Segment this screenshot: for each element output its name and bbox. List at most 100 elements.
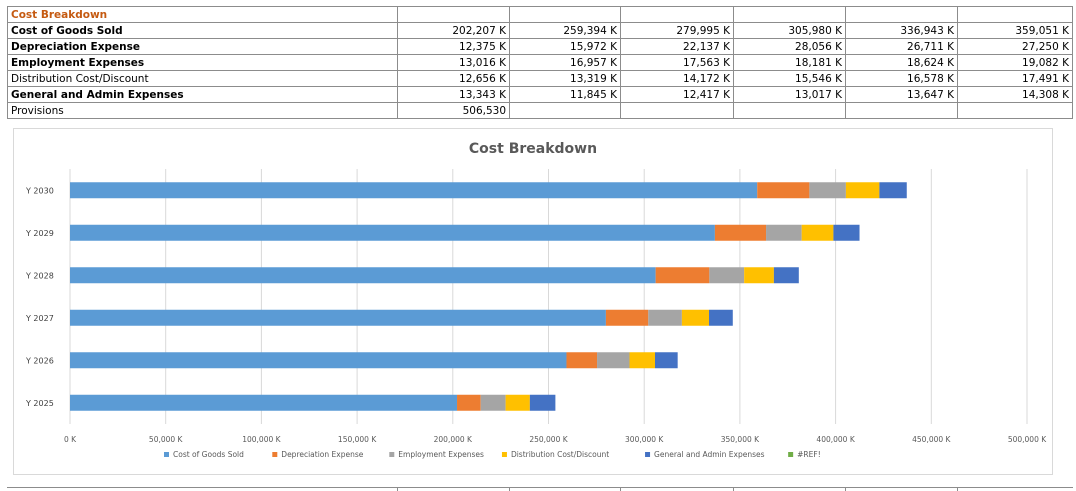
x-tick-label: 300,000 K [625,435,664,444]
value-cell[interactable]: 359,051 K [957,22,1073,39]
value-cell[interactable]: 16,957 K [509,54,621,71]
value-cell[interactable]: 12,656 K [397,70,510,87]
value-cell[interactable] [509,102,621,119]
bar-segment[interactable] [879,182,907,199]
value-cell[interactable]: 26,711 K [845,38,958,55]
value-cell[interactable] [845,102,958,119]
value-cell[interactable] [620,102,734,119]
table-row: General and Admin Expenses 13,343 K 11,845… [7,86,1073,103]
legend-label[interactable]: #REF! [797,450,821,459]
legend-label[interactable]: Cost of Goods Sold [173,450,244,459]
empty-cell[interactable] [397,6,510,23]
bar-segment[interactable] [566,352,598,369]
value-cell[interactable]: 202,207 K [397,22,510,39]
bar-segment[interactable] [597,352,630,369]
stacked-bar-chart: Cost Breakdown 0 K 50,000 K 100,000 K 150,0… [25,141,1047,459]
bar-segment[interactable] [655,267,710,284]
empty-cell[interactable] [957,6,1073,23]
value-cell[interactable]: 13,319 K [509,70,621,87]
table-title[interactable]: Cost Breakdown [7,6,398,23]
row-label[interactable]: Employment Expenses [7,54,398,71]
empty-cell[interactable] [733,6,846,23]
legend-swatch [645,452,651,457]
value-cell[interactable]: 14,308 K [957,86,1073,103]
bar-segment[interactable] [529,394,556,411]
value-cell[interactable]: 28,056 K [733,38,846,55]
bar-segment[interactable] [480,394,506,411]
chart-title: Cost Breakdown [469,141,597,157]
bar-segment[interactable] [70,224,715,241]
bar-segment[interactable] [801,224,834,241]
value-cell[interactable]: 279,995 K [620,22,734,39]
value-cell[interactable]: 22,137 K [620,38,734,55]
value-cell[interactable]: 16,578 K [845,70,958,87]
row-label[interactable]: Distribution Cost/Discount [7,70,398,87]
bar-segment[interactable] [681,309,710,326]
bar-segment[interactable] [70,352,567,369]
table-row: Distribution Cost/Discount 12,656 K 13,319… [7,70,1073,87]
value-cell[interactable]: 13,017 K [733,86,846,103]
value-cell[interactable]: 15,546 K [733,70,846,87]
bar-segment[interactable] [654,352,678,369]
row-label[interactable]: Cost of Goods Sold [7,22,398,39]
value-cell[interactable]: 18,624 K [845,54,958,71]
cell-divider [509,487,510,491]
bar-segment[interactable] [744,267,774,284]
value-cell[interactable]: 13,343 K [397,86,510,103]
value-cell[interactable] [733,102,846,119]
value-cell[interactable] [957,102,1073,119]
cost-table: Cost Breakdown Cost of Goods Sold 202,207… [7,6,1073,119]
bar-segment[interactable] [648,309,682,326]
bar-segment[interactable] [845,182,880,199]
value-cell[interactable]: 259,394 K [509,22,621,39]
x-tick-label: 250,000 K [529,435,568,444]
cell-divider [845,487,846,491]
value-cell[interactable]: 15,972 K [509,38,621,55]
bar-segment[interactable] [505,394,530,411]
bar-segment[interactable] [70,182,758,199]
table-row: Employment Expenses 13,016 K 16,957 K 17,56… [7,54,1073,71]
value-cell[interactable]: 27,250 K [957,38,1073,55]
chart-frame[interactable]: Cost Breakdown 0 K 50,000 K 100,000 K 150,0… [13,128,1053,475]
legend-label[interactable]: Depreciation Expense [281,450,363,459]
value-cell[interactable]: 14,172 K [620,70,734,87]
bar-segment[interactable] [833,224,860,241]
value-cell[interactable]: 13,647 K [845,86,958,103]
y-category-label: Y 2027 [25,314,54,323]
legend-label[interactable]: General and Admin Expenses [654,450,765,459]
bar-segment[interactable] [70,309,606,326]
value-cell[interactable]: 506,530 [397,102,510,119]
row-label[interactable]: Provisions [7,102,398,119]
bar-segment[interactable] [757,182,810,199]
empty-cell[interactable] [845,6,958,23]
bar-segment[interactable] [70,394,458,411]
value-cell[interactable]: 17,563 K [620,54,734,71]
legend-label[interactable]: Employment Expenses [398,450,484,459]
value-cell[interactable]: 13,016 K [397,54,510,71]
value-cell[interactable]: 11,845 K [509,86,621,103]
bar-segment[interactable] [70,267,656,284]
value-cell[interactable]: 305,980 K [733,22,846,39]
value-cell[interactable]: 336,943 K [845,22,958,39]
row-label[interactable]: General and Admin Expenses [7,86,398,103]
x-tick-label: 200,000 K [434,435,473,444]
value-cell[interactable]: 18,181 K [733,54,846,71]
value-cell[interactable]: 17,491 K [957,70,1073,87]
value-cell[interactable]: 19,082 K [957,54,1073,71]
bar-segment[interactable] [773,267,799,284]
legend-label[interactable]: Distribution Cost/Discount [511,450,609,459]
value-cell[interactable]: 12,417 K [620,86,734,103]
bar-segment[interactable] [629,352,655,369]
bar-segment[interactable] [809,182,846,199]
empty-cell[interactable] [509,6,621,23]
bar-segment[interactable] [709,267,745,284]
empty-cell[interactable] [620,6,734,23]
bar-segment[interactable] [714,224,767,241]
bar-segment[interactable] [457,394,481,411]
value-cell[interactable]: 12,375 K [397,38,510,55]
bar-segment[interactable] [709,309,733,326]
bar-segment[interactable] [766,224,802,241]
bar-segment[interactable] [605,309,649,326]
row-label[interactable]: Depreciation Expense [7,38,398,55]
x-tick-label: 350,000 K [721,435,760,444]
